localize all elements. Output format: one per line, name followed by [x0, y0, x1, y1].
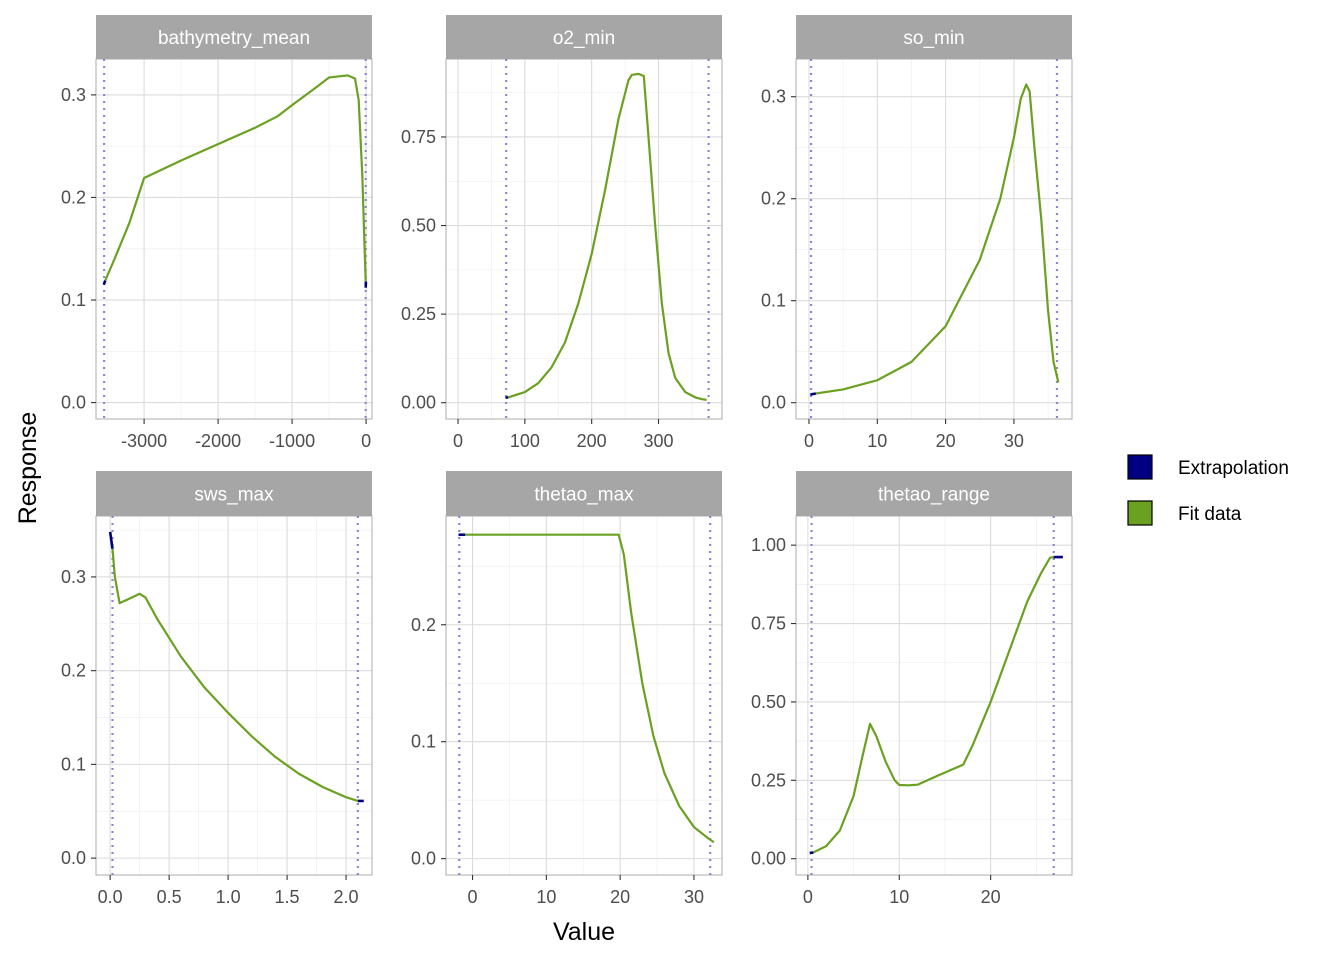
strip-background [446, 471, 722, 516]
y-tick-label: 0.1 [61, 290, 86, 310]
x-tick-label: 1.5 [275, 887, 300, 907]
panel-background [96, 516, 372, 875]
facet-panels: bathymetry_mean -3000 -2000 -1000 0 0.0 0.1 0.2… [61, 15, 1073, 907]
series-line-extrapolation [108, 531, 114, 549]
y-tick-label: 0.3 [761, 87, 786, 107]
y-axis-title: Response [14, 412, 42, 525]
panel-background [446, 59, 722, 419]
x-tick-label: 20 [610, 887, 630, 907]
x-tick-label: 1.0 [216, 887, 241, 907]
legend-key-fit-data [1127, 500, 1153, 526]
strip-background [446, 15, 722, 59]
x-tick-label: 0 [453, 431, 463, 451]
x-tick-label: 20 [936, 431, 956, 451]
strip-label: bathymetry_mean [158, 28, 310, 49]
x-tick-label: 0 [804, 431, 814, 451]
strip-background [796, 15, 1072, 59]
panel-background [446, 516, 722, 875]
series-line-fit-data [465, 533, 715, 844]
legend: Extrapolation Fit data [1127, 454, 1289, 526]
y-tick-label: 0.00 [751, 849, 786, 869]
y-tick-label: 0.0 [761, 393, 786, 413]
facet-thetao_range: thetao_range 0 10 20 0.00 0.25 0.50 0.75 1.00 [751, 471, 1073, 907]
x-tick-label: -2000 [195, 431, 241, 451]
panel-background [796, 516, 1072, 875]
strip-label: sws_max [194, 485, 274, 506]
facet-o2_min: o2_min 0 100 200 300 0.00 0.25 0.50 0.75 [401, 15, 723, 451]
x-tick-label: 30 [684, 887, 704, 907]
series-line-fit-data [815, 83, 1060, 395]
y-tick-label: 0.75 [751, 614, 786, 634]
x-tick-label: 0.5 [157, 887, 182, 907]
series-line-extrapolation [810, 392, 817, 396]
y-tick-label: 0.25 [751, 770, 786, 790]
facet-bathymetry_mean: bathymetry_mean -3000 -2000 -1000 0 0.0 0.1 0.2… [61, 15, 373, 451]
y-tick-label: 0.25 [401, 304, 436, 324]
panel-background [96, 59, 372, 419]
x-tick-label: 100 [510, 431, 540, 451]
x-tick-label: 0.0 [98, 887, 123, 907]
y-tick-label: 0.50 [401, 216, 436, 236]
y-tick-label: 0.2 [61, 661, 86, 681]
strip-background [96, 471, 372, 516]
y-tick-label: 0.0 [411, 849, 436, 869]
panel-background [796, 59, 1072, 419]
x-tick-label: 10 [889, 887, 909, 907]
y-tick-label: 1.00 [751, 535, 786, 555]
x-axis-title: Value [553, 918, 615, 946]
series-line-fit-data [111, 548, 359, 802]
y-tick-label: 0.3 [61, 85, 86, 105]
strip-label: so_min [903, 28, 964, 49]
x-tick-label: 200 [577, 431, 607, 451]
legend-key-extrapolation [1127, 454, 1153, 480]
x-tick-label: 30 [1004, 431, 1024, 451]
series-line-extrapolation [809, 851, 814, 855]
x-tick-label: 20 [981, 887, 1001, 907]
y-tick-label: 0.0 [61, 393, 86, 413]
facet-thetao_max: thetao_max 0 10 20 30 0.0 0.1 0.2 [411, 471, 723, 907]
x-tick-label: -3000 [121, 431, 167, 451]
x-tick-label: 10 [536, 887, 556, 907]
facet-so_min: so_min 0 10 20 30 0.0 0.1 0.2 0.3 [761, 15, 1073, 451]
facet-sws_max: sws_max 0.0 0.5 1.0 1.5 2.0 0.0 0.1 0.2 0.3 [61, 471, 373, 907]
y-tick-label: 0.2 [761, 189, 786, 209]
x-tick-label: 0 [468, 887, 478, 907]
series-line-extrapolation [102, 280, 107, 286]
x-tick-label: 2.0 [334, 887, 359, 907]
y-tick-label: 0.00 [401, 393, 436, 413]
x-tick-label: 0 [361, 431, 371, 451]
x-tick-label: -1000 [269, 431, 315, 451]
x-tick-label: 300 [643, 431, 673, 451]
y-tick-label: 0.2 [411, 615, 436, 635]
y-tick-label: 0.0 [61, 848, 86, 868]
y-tick-label: 0.75 [401, 127, 436, 147]
strip-label: o2_min [553, 28, 615, 49]
strip-background [96, 15, 372, 59]
y-tick-label: 0.1 [761, 291, 786, 311]
legend-label-extrapolation: Extrapolation [1178, 458, 1289, 479]
y-tick-label: 0.2 [61, 187, 86, 207]
x-tick-label: 10 [867, 431, 887, 451]
series-line-fit-data [507, 72, 707, 401]
legend-label-fit-data: Fit data [1178, 504, 1242, 525]
series-line-fit-data [104, 74, 367, 282]
strip-label: thetao_max [534, 485, 634, 506]
y-tick-label: 0.3 [61, 567, 86, 587]
series-line-fit-data [812, 555, 1054, 854]
strip-background [796, 471, 1072, 516]
strip-label: thetao_range [878, 485, 990, 506]
y-tick-label: 0.50 [751, 692, 786, 712]
y-tick-label: 0.1 [61, 754, 86, 774]
x-tick-label: 0 [803, 887, 813, 907]
y-tick-label: 0.1 [411, 732, 436, 752]
